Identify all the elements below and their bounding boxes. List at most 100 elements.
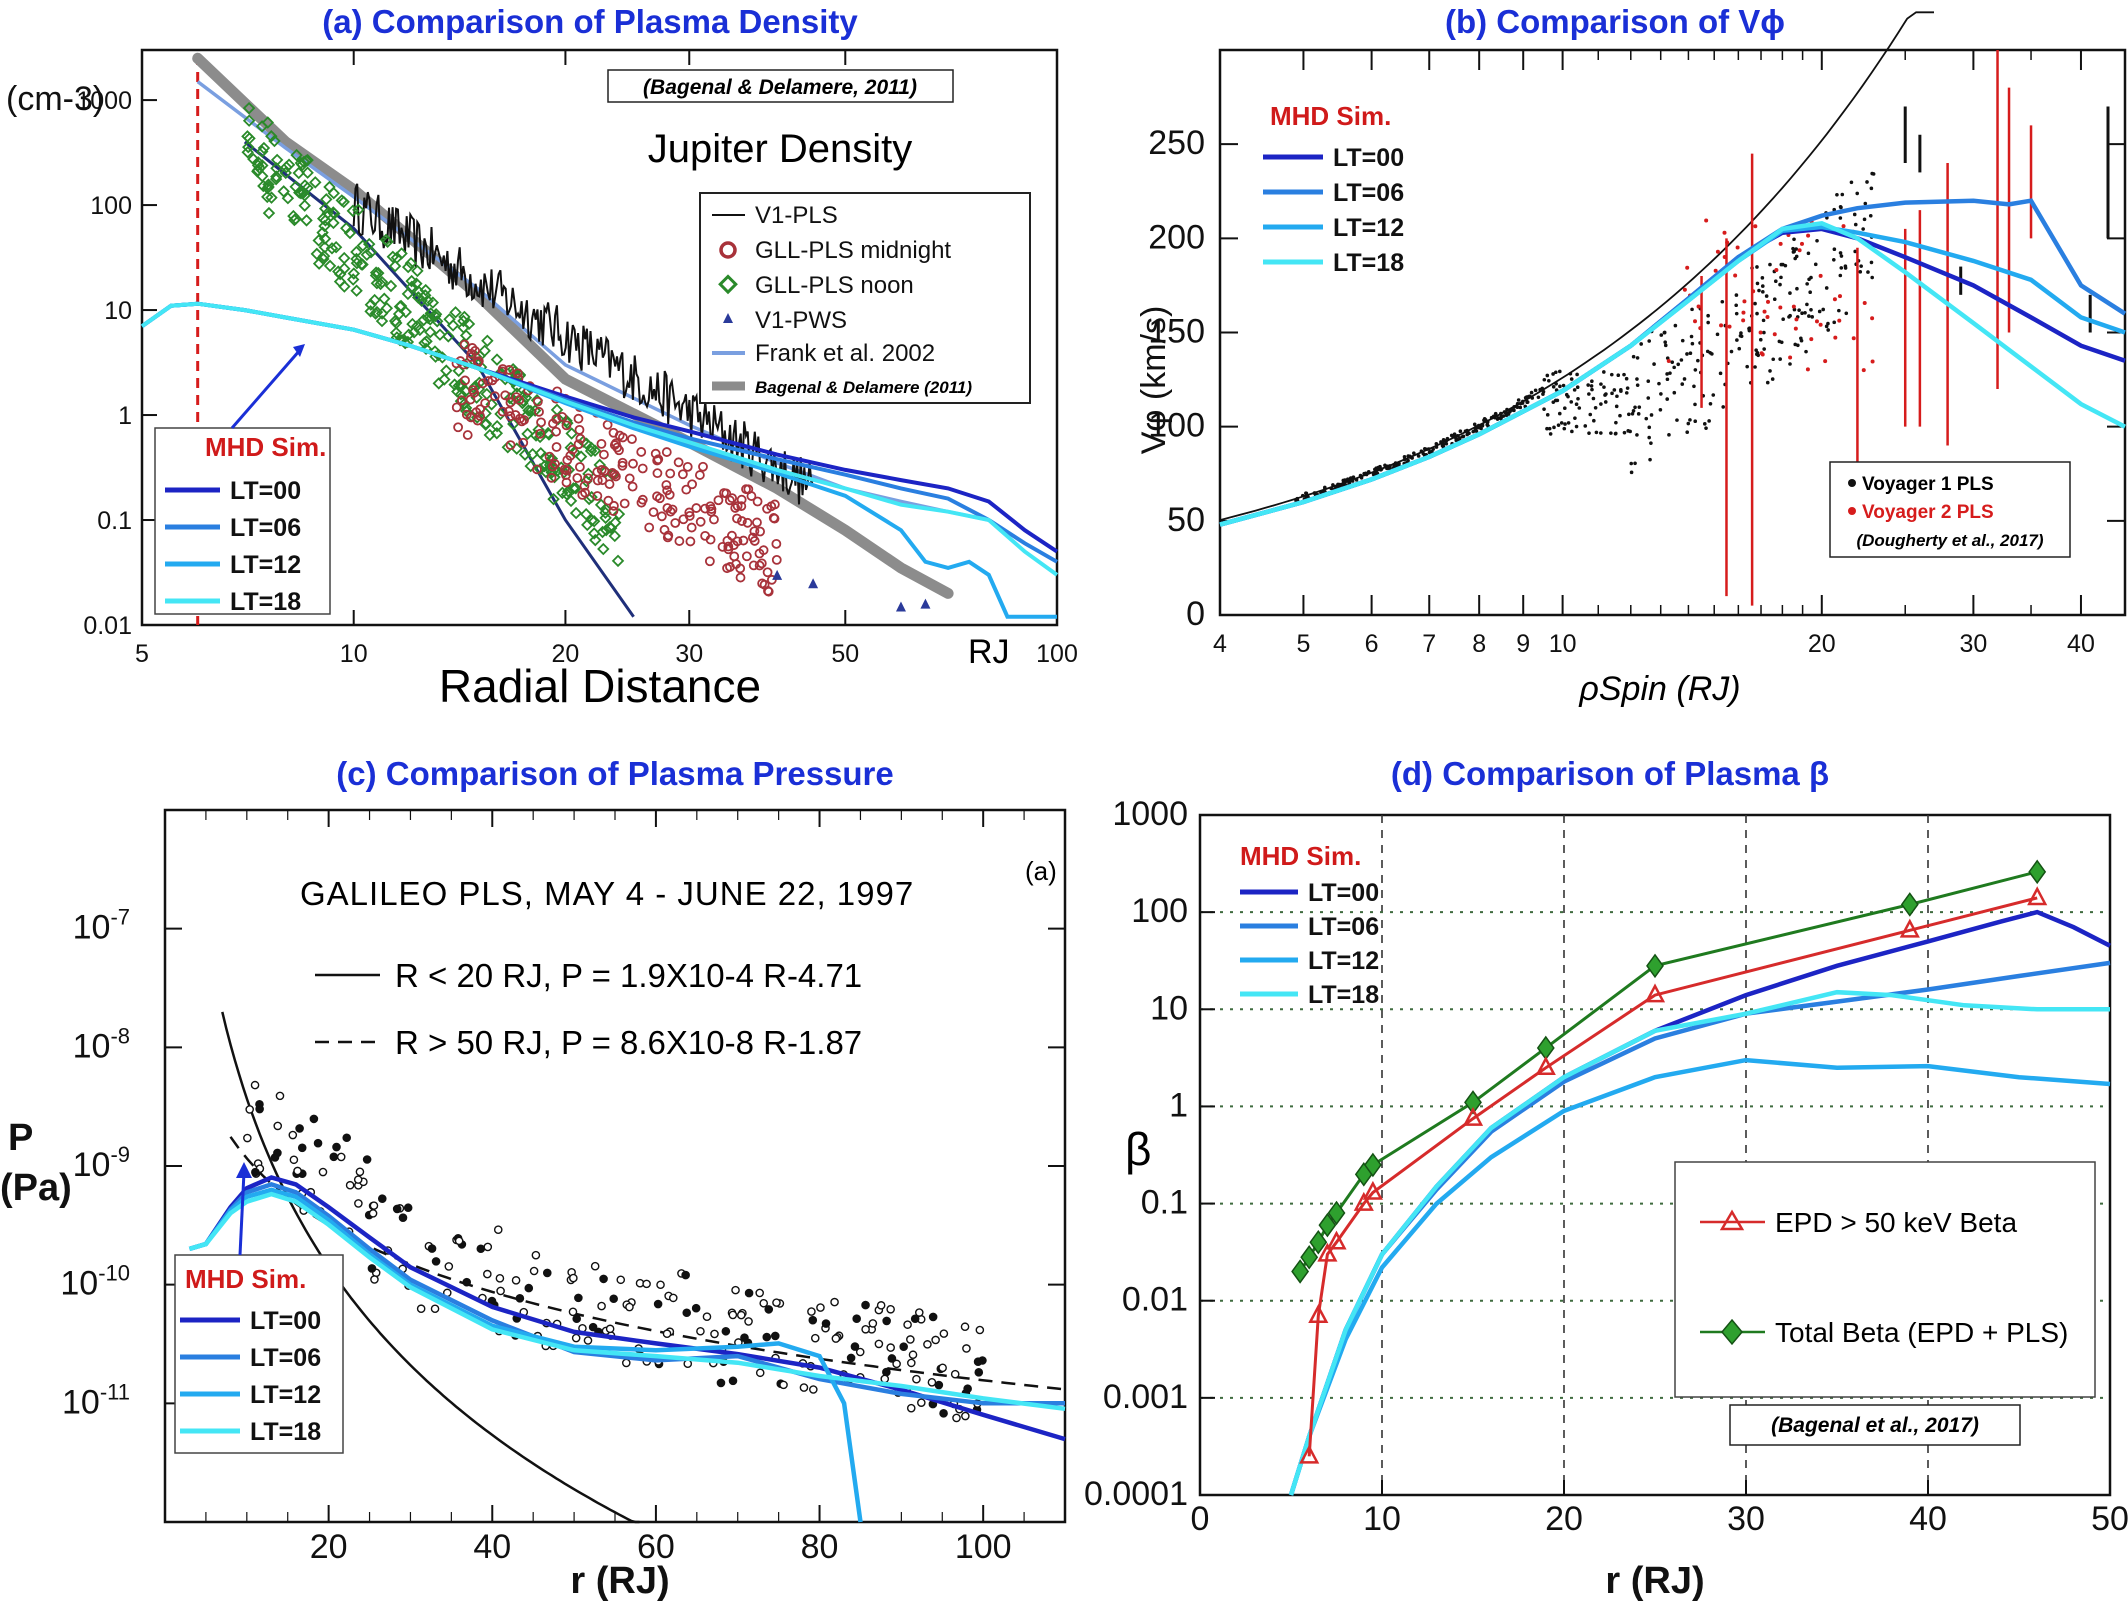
- mhd-legend-label-1: LT=06: [230, 514, 301, 542]
- b-voyager1-point: [1626, 429, 1630, 433]
- panel-d-mhd-legend-entries: LT=00 LT=06 LT=12 LT=18: [1240, 879, 1379, 1009]
- legend-epd: EPD > 50 keV Beta: [1775, 1207, 2017, 1238]
- c-galileo-point: [275, 1091, 285, 1101]
- b-voyager1-point: [1402, 457, 1407, 462]
- panel-b-title: (b) Comparison of Vϕ: [1445, 3, 1785, 40]
- a-gll-midnight-point: [510, 410, 521, 420]
- b-voyager1-point: [1536, 395, 1541, 400]
- a-gll-midnight-point: [467, 385, 478, 395]
- b-voyager1-point: [1583, 424, 1588, 428]
- a-gll-noon-point: [483, 428, 497, 442]
- a-gll-noon-point: [587, 514, 601, 528]
- b-xtick-label: 20: [1808, 630, 1836, 658]
- a-gll-noon-point: [327, 216, 340, 230]
- b-voyager1-point: [1788, 362, 1792, 366]
- b-xtick-label: 5: [1296, 630, 1310, 658]
- d-total-beta-point: [1318, 1212, 1337, 1238]
- b-voyager1-point: [1331, 483, 1335, 487]
- mhd-legend-label-2: LT=12: [1308, 947, 1379, 975]
- c-galileo-point: [621, 1358, 631, 1368]
- a-gll-midnight-point: [685, 536, 696, 547]
- b-voyager1-point: [1575, 372, 1579, 377]
- c-galileo-point: [605, 1324, 615, 1334]
- mhd-legend-label-3: LT=18: [250, 1418, 321, 1446]
- b-voyager1-point: [1708, 401, 1713, 406]
- a-gll-noon-point: [256, 159, 269, 172]
- b-voyager1-point: [1563, 406, 1567, 411]
- a-gll-midnight-point: [624, 473, 635, 484]
- b-voyager1-point: [1493, 411, 1498, 416]
- a-gll-noon-point: [401, 287, 415, 301]
- c-galileo-point: [662, 1329, 672, 1339]
- d-xtick-label: 30: [1727, 1500, 1765, 1538]
- c-galileo-point: [542, 1268, 552, 1278]
- c-galileo-point: [568, 1307, 578, 1317]
- panel-a-xlabel: Radial Distance: [439, 660, 761, 712]
- b-voyager2-point: [1741, 310, 1746, 315]
- a-gll-noon-point: [569, 482, 582, 495]
- a-gll-noon-point: [309, 176, 322, 189]
- c-galileo-point: [336, 1152, 346, 1162]
- b-voyager2-point: [1793, 326, 1798, 331]
- panel-c-ylabel-line1: P: [8, 1117, 33, 1159]
- a-gll-midnight-point: [546, 472, 557, 483]
- b-voyager1-point: [1491, 414, 1496, 419]
- a-gll-midnight-point: [762, 567, 773, 578]
- c-galileo-point: [668, 1293, 678, 1303]
- b-voyager1-point: [1569, 400, 1574, 404]
- d-total-beta-point: [1327, 1200, 1346, 1226]
- a-gll-noon-point: [242, 140, 255, 154]
- b-voyager1-point: [1408, 454, 1412, 459]
- b-voyager1-point: [1429, 450, 1433, 454]
- b-voyager1-point: [1329, 486, 1334, 491]
- b-voyager2-point: [1742, 299, 1747, 304]
- b-voyager1-point: [1696, 358, 1700, 363]
- a-gll-midnight-point: [518, 437, 529, 448]
- legend-gll-noon: GLL-PLS noon: [755, 272, 914, 299]
- a-gll-midnight-point: [519, 415, 529, 425]
- b-ytick-label: 200: [1148, 218, 1205, 256]
- b-voyager1-point: [1815, 238, 1819, 243]
- a-gll-midnight-point: [505, 397, 516, 408]
- d-epd-beta-point: [1326, 1230, 1347, 1250]
- c-mhd-line-LT=00: [188, 1175, 1066, 1442]
- a-gll-noon-point: [337, 195, 350, 209]
- d-ytick-label: 1000: [1112, 795, 1188, 833]
- a-gll-noon-point: [556, 486, 569, 500]
- b-voyager2-point: [1809, 337, 1814, 342]
- b-voyager1-point: [1791, 246, 1795, 251]
- a-gll-noon-point: [404, 256, 418, 270]
- panel-d-legend-box: [1674, 1161, 2096, 1398]
- panel-a-xunit: RJ: [968, 633, 1010, 671]
- b-voyager1-point: [1552, 425, 1556, 430]
- b-voyager1-point: [1659, 392, 1663, 396]
- c-galileo-point: [318, 1167, 328, 1177]
- a-gll-midnight-point: [574, 462, 585, 472]
- b-voyager1-point: [1395, 462, 1399, 466]
- a-gll-noon-point: [369, 266, 383, 279]
- a-gll-midnight-point: [592, 475, 603, 486]
- b-voyager1-point: [1503, 410, 1508, 415]
- c-galileo-point: [362, 1155, 372, 1164]
- panel-d-tick-marks: 0 10 20 30 40 50 0.0001 0.001 0.01 0.1 1 10 100 1000: [1084, 795, 2128, 1538]
- c-xtick-label: 100: [955, 1528, 1012, 1566]
- b-voyager1-point: [1313, 491, 1317, 495]
- b-voyager1-point: [1614, 431, 1618, 436]
- b-voyager1-point: [1747, 328, 1752, 333]
- b-voyager1-point: [1760, 284, 1765, 288]
- b-voyager1-point: [1570, 429, 1574, 434]
- b-voyager1-point: [1839, 205, 1843, 210]
- b-xtick-label: 10: [1549, 630, 1577, 658]
- panel-c-annotation-2: R < 20 RJ, P = 1.9X10-4 R-4.71: [395, 957, 862, 994]
- a-gll-noon-point: [270, 162, 283, 175]
- b-ytick-label: 100: [1148, 407, 1205, 445]
- c-galileo-point: [855, 1347, 865, 1357]
- b-voyager1-point: [1849, 180, 1854, 185]
- b-voyager1-point: [1635, 377, 1639, 381]
- a-gll-midnight-point: [754, 560, 765, 571]
- b-voyager1-point: [1770, 377, 1775, 381]
- c-galileo-point: [809, 1385, 818, 1394]
- b-voyager1-point: [1633, 405, 1637, 410]
- a-v1-pws-point: [808, 578, 819, 589]
- b-voyager1-point: [1760, 276, 1765, 280]
